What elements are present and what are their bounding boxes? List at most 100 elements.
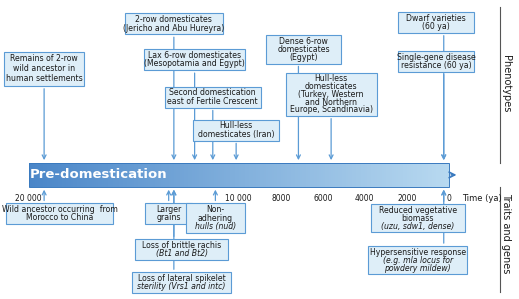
Bar	[344, 163, 346, 187]
Text: Phenotypes: Phenotypes	[501, 55, 511, 112]
Text: Dwarf varieties: Dwarf varieties	[406, 14, 466, 23]
Bar	[264, 163, 266, 187]
Bar	[163, 163, 165, 187]
Bar	[50, 163, 52, 187]
Bar	[115, 163, 117, 187]
Text: 2-row domesticates: 2-row domesticates	[135, 15, 212, 24]
Bar	[85, 163, 87, 187]
Bar	[257, 163, 260, 187]
Bar	[220, 163, 222, 187]
Bar	[381, 163, 384, 187]
Bar	[253, 163, 255, 187]
Bar	[293, 163, 295, 187]
Bar	[237, 163, 239, 187]
Bar	[373, 163, 375, 187]
Bar	[45, 163, 47, 187]
Bar	[283, 163, 285, 187]
Text: (uzu, sdw1, dense): (uzu, sdw1, dense)	[381, 222, 455, 231]
Text: 2000: 2000	[397, 194, 417, 203]
Bar	[317, 163, 319, 187]
Text: domesticates (Iran): domesticates (Iran)	[198, 130, 275, 139]
Bar	[348, 163, 350, 187]
Bar	[91, 163, 94, 187]
Bar	[279, 163, 281, 187]
Bar	[87, 163, 89, 187]
Bar	[188, 163, 190, 187]
Bar	[339, 163, 342, 187]
Bar	[58, 163, 60, 187]
Bar	[359, 163, 361, 187]
Bar	[350, 163, 352, 187]
Bar	[445, 163, 447, 187]
Bar	[129, 163, 131, 187]
Bar	[331, 163, 333, 187]
Bar	[79, 163, 81, 187]
Bar	[308, 163, 310, 187]
Text: human settlements: human settlements	[6, 74, 83, 83]
Bar	[75, 163, 77, 187]
Bar	[415, 163, 417, 187]
Bar	[117, 163, 119, 187]
Bar	[354, 163, 357, 187]
Bar	[35, 163, 37, 187]
Bar	[215, 163, 218, 187]
Text: Wild ancestor occurring  from: Wild ancestor occurring from	[2, 205, 118, 214]
Bar	[329, 163, 331, 187]
Bar	[439, 163, 441, 187]
FancyBboxPatch shape	[368, 246, 467, 274]
FancyBboxPatch shape	[399, 12, 473, 33]
Bar	[213, 163, 215, 187]
Text: (Bt1 and Bt2): (Bt1 and Bt2)	[156, 249, 208, 258]
Bar	[403, 163, 405, 187]
Bar	[441, 163, 443, 187]
Bar	[98, 163, 100, 187]
Bar	[37, 163, 39, 187]
Bar	[417, 163, 419, 187]
Text: Remains of 2-row: Remains of 2-row	[10, 54, 78, 63]
Bar	[302, 163, 304, 187]
Bar	[428, 163, 430, 187]
Bar	[432, 163, 434, 187]
Bar	[310, 163, 312, 187]
FancyBboxPatch shape	[285, 72, 377, 116]
Bar	[323, 163, 325, 187]
Text: domesticates: domesticates	[305, 82, 358, 91]
Bar	[419, 163, 421, 187]
Bar	[207, 163, 209, 187]
Bar	[375, 163, 377, 187]
Text: biomass: biomass	[402, 214, 434, 223]
Bar	[66, 163, 69, 187]
Bar	[104, 163, 106, 187]
Bar	[399, 163, 401, 187]
Bar	[69, 163, 71, 187]
Text: Time (ya): Time (ya)	[462, 194, 502, 203]
Bar	[251, 163, 253, 187]
FancyBboxPatch shape	[266, 35, 342, 64]
Bar	[119, 163, 121, 187]
Text: domesticates: domesticates	[277, 45, 330, 54]
Text: (Turkey, Western: (Turkey, Western	[298, 90, 364, 99]
Bar	[361, 163, 363, 187]
Bar	[193, 163, 195, 187]
Bar	[401, 163, 403, 187]
Bar	[155, 163, 157, 187]
Bar	[352, 163, 354, 187]
Bar	[169, 163, 171, 187]
Bar	[144, 163, 146, 187]
Text: grains: grains	[156, 213, 181, 222]
Bar	[297, 163, 299, 187]
FancyBboxPatch shape	[7, 203, 113, 224]
Bar	[409, 163, 411, 187]
FancyBboxPatch shape	[4, 51, 84, 86]
FancyBboxPatch shape	[132, 272, 231, 293]
Bar	[426, 163, 428, 187]
Bar	[31, 163, 33, 187]
Bar	[134, 163, 136, 187]
Bar	[140, 163, 142, 187]
Bar	[52, 163, 54, 187]
Text: Second domestication: Second domestication	[170, 89, 256, 97]
Bar	[394, 163, 397, 187]
Bar	[405, 163, 407, 187]
FancyBboxPatch shape	[135, 239, 228, 260]
Text: Single-gene disease: Single-gene disease	[397, 53, 475, 62]
